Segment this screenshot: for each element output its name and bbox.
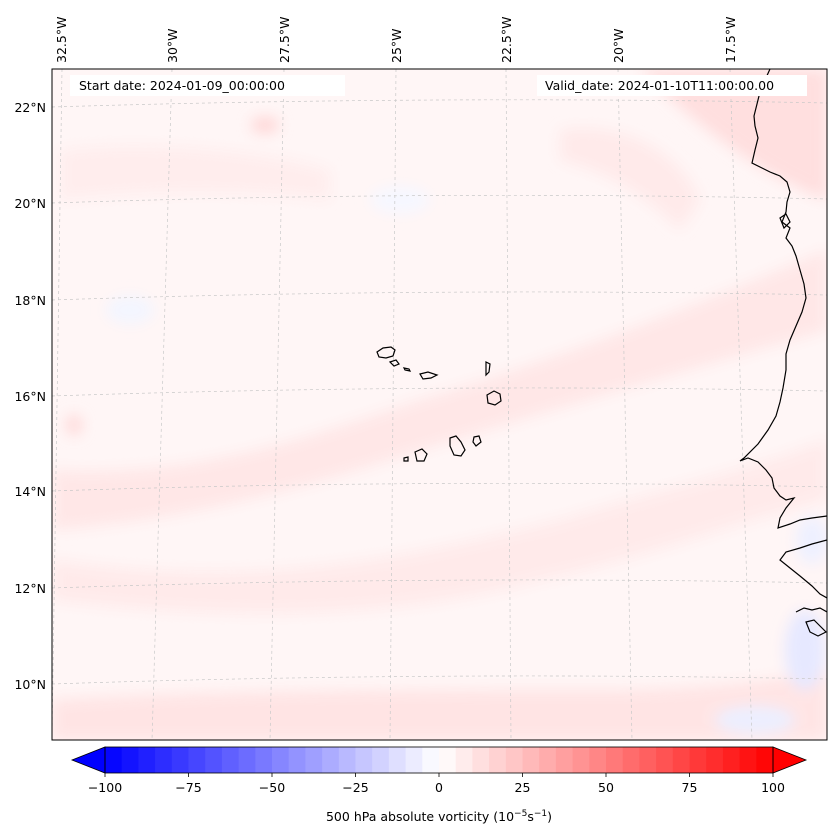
longitude-labels: 32.5°W 30°W 27.5°W 25°W 22.5°W 20°W 17.5… (54, 17, 738, 63)
colorbar-cell (138, 747, 156, 773)
lon-label: 30°W (165, 28, 180, 63)
colorbar-cell (372, 747, 390, 773)
colorbar-cell (272, 747, 290, 773)
colorbar-cell (622, 747, 640, 773)
lat-label: 22°N (14, 100, 46, 115)
colorbar-cell (322, 747, 340, 773)
lat-label: 20°N (14, 196, 46, 211)
colorbar-cell (255, 747, 273, 773)
colorbar-cell (505, 747, 524, 773)
colorbar-label: 500 hPa absolute vorticity (10−5s−1) (326, 809, 552, 824)
colorbar-cell (355, 747, 373, 773)
colorbar-cell (288, 747, 306, 773)
colorbar-extend-min (70, 746, 106, 774)
colorbar-cell (439, 747, 457, 773)
coast-guinea (779, 539, 827, 599)
header: Start date: 2024-01-09_00:00:00 Valid_da… (70, 75, 807, 96)
lat-label: 10°N (14, 677, 46, 692)
colorbar-cell (171, 747, 190, 773)
lon-label: 17.5°W (723, 17, 738, 63)
colorbar-cell (405, 747, 423, 773)
colorbar-cell (522, 747, 540, 773)
colorbar-cell (639, 747, 657, 773)
colorbar-cell (388, 747, 407, 773)
colorbar-cell (472, 747, 490, 773)
colorbar-cell (689, 747, 707, 773)
colorbar-cell (589, 747, 607, 773)
colorbar-cell (422, 747, 440, 773)
coast-guinea-islands (779, 213, 827, 637)
colorbar-extend-max (772, 746, 808, 774)
colorbar-tick-label: 25 (515, 780, 531, 795)
colorbar-cell (155, 747, 173, 773)
colorbar-cell (305, 747, 323, 773)
lat-label: 18°N (14, 293, 46, 308)
colorbar-cell (656, 747, 674, 773)
colorbar-tick-label: 50 (598, 780, 614, 795)
colorbar-tick-label: −50 (259, 780, 285, 795)
colorbar-cell (221, 747, 240, 773)
colorbar-tick-label: −100 (88, 780, 122, 795)
colorbar-cell (555, 747, 574, 773)
colorbar-cell (238, 747, 256, 773)
colorbar-tick-label: −75 (175, 780, 201, 795)
colorbar-cell (756, 747, 774, 773)
latitude-labels: 22°N 20°N 18°N 16°N 14°N 12°N 10°N (14, 100, 46, 692)
colorbar-tick-label: 0 (435, 780, 443, 795)
lon-label: 25°W (389, 28, 404, 63)
african-coastline (739, 69, 827, 529)
colorbar-cells (105, 747, 774, 773)
lat-label: 16°N (14, 389, 46, 404)
colorbar: −100 −75 −50 −25 0 25 50 75 100 500 hPa absolute… (70, 746, 808, 824)
colorbar-cell (489, 747, 507, 773)
graticule (52, 69, 827, 740)
colorbar-ticks: −100 −75 −50 −25 0 25 50 75 100 (88, 773, 785, 795)
colorbar-cell (539, 747, 557, 773)
colorbar-cell (205, 747, 223, 773)
colorbar-cell (338, 747, 357, 773)
start-date-label: Start date: 2024-01-09_00:00:00 (79, 78, 285, 93)
map-frame (51, 68, 828, 741)
colorbar-cell (672, 747, 691, 773)
lon-label: 20°W (611, 28, 626, 63)
valid-date-label: Valid_date: 2024-01-10T11:00:00.00 (545, 78, 774, 93)
colorbar-cell (606, 747, 624, 773)
colorbar-cell (455, 747, 473, 773)
vorticity-field (52, 69, 827, 740)
lat-label: 12°N (14, 581, 46, 596)
lon-label: 32.5°W (54, 17, 69, 63)
island-outlines (376, 346, 502, 462)
lon-label: 27.5°W (277, 17, 292, 63)
colorbar-cell (722, 747, 741, 773)
colorbar-tick-label: 75 (682, 780, 698, 795)
lat-label: 14°N (14, 484, 46, 499)
colorbar-cell (706, 747, 724, 773)
colorbar-cell (572, 747, 590, 773)
colorbar-cell (188, 747, 206, 773)
colorbar-tick-label: −25 (342, 780, 368, 795)
colorbar-cell (121, 747, 139, 773)
colorbar-tick-label: 100 (761, 780, 785, 795)
lon-label: 22.5°W (499, 17, 514, 63)
colorbar-cell (739, 747, 757, 773)
colorbar-cell (105, 747, 123, 773)
